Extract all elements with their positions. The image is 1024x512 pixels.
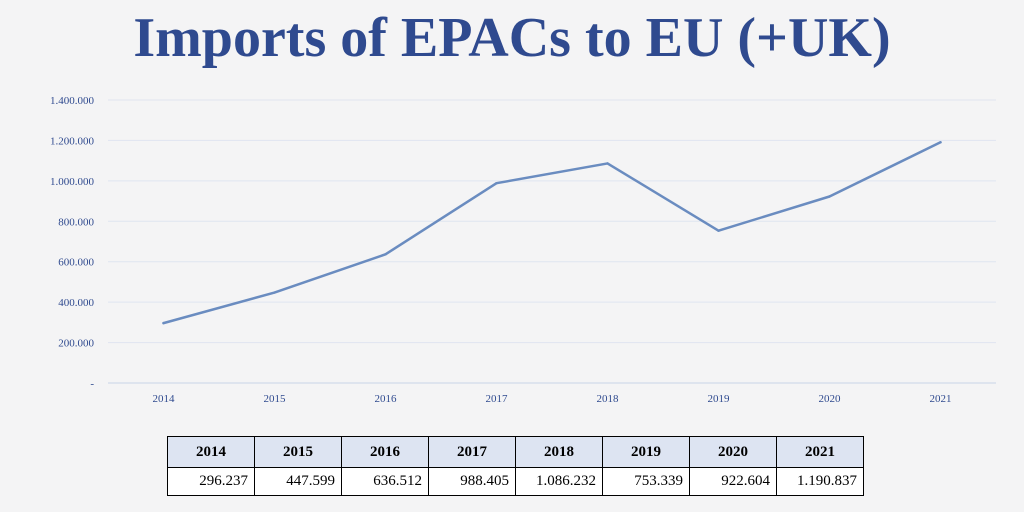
table-header-cell: 2018 — [515, 436, 603, 468]
x-tick-label: 2019 — [708, 393, 731, 405]
table-header-cell: 2014 — [167, 436, 255, 468]
gridlines — [108, 99, 996, 384]
x-tick-label: 2015 — [264, 393, 287, 405]
table-value-cell: 988.405 — [428, 467, 516, 496]
table-value-cell: 296.237 — [167, 467, 255, 496]
series-layer — [162, 141, 942, 325]
table-value-cell: 1.086.232 — [515, 467, 603, 496]
y-tick-label: 600.000 — [58, 257, 94, 269]
series-line — [162, 141, 942, 325]
line-chart: - 200.000 400.000 600.000 800.000 1.000.000 1.… — [50, 95, 996, 405]
x-axis-ticks: 2014 2015 2016 2017 2018 2019 2020 2021 — [153, 393, 952, 405]
y-tick-label: 200.000 — [58, 338, 94, 350]
data-table: 2014 2015 2016 2017 2018 2019 2020 2021 … — [167, 436, 864, 496]
x-tick-label: 2017 — [486, 393, 509, 405]
x-tick-label: 2021 — [930, 393, 952, 405]
table-value-row: 296.237 447.599 636.512 988.405 1.086.23… — [167, 467, 864, 496]
x-tick-label: 2020 — [819, 393, 842, 405]
data-point — [606, 162, 609, 165]
table-header-row: 2014 2015 2016 2017 2018 2019 2020 2021 — [167, 436, 864, 468]
x-tick-label: 2014 — [153, 393, 176, 405]
table-header-cell: 2021 — [776, 436, 864, 468]
x-tick-label: 2018 — [597, 393, 620, 405]
data-point — [939, 141, 942, 144]
y-tick-label: - — [90, 378, 94, 390]
data-point — [717, 229, 720, 232]
data-point — [384, 253, 387, 256]
chart-title: Imports of EPACs to EU (+UK) — [133, 7, 891, 69]
table-header-cell: 2015 — [254, 436, 342, 468]
y-tick-label: 800.000 — [58, 216, 94, 228]
table-value-cell: 922.604 — [689, 467, 777, 496]
data-point — [495, 182, 498, 185]
data-point — [162, 321, 165, 325]
table-header-cell: 2020 — [689, 436, 777, 468]
y-tick-label: 1.200.000 — [50, 135, 95, 147]
x-tick-label: 2016 — [375, 393, 398, 405]
y-tick-label: 1.400.000 — [50, 95, 95, 107]
table-header-cell: 2017 — [428, 436, 516, 468]
table-header-cell: 2019 — [602, 436, 690, 468]
table-value-cell: 447.599 — [254, 467, 342, 496]
table-value-cell: 1.190.837 — [776, 467, 864, 496]
table-value-cell: 636.512 — [341, 467, 429, 496]
y-tick-label: 400.000 — [58, 297, 94, 309]
table-header-cell: 2016 — [341, 436, 429, 468]
data-point — [273, 291, 276, 294]
y-tick-label: 1.000.000 — [50, 176, 95, 188]
table-value-cell: 753.339 — [602, 467, 690, 496]
data-point — [828, 195, 831, 198]
y-axis-ticks: - 200.000 400.000 600.000 800.000 1.000.000 1.… — [50, 95, 95, 390]
